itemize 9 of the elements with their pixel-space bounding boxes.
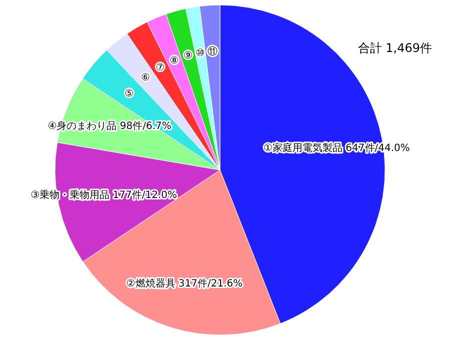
slice-label: ⑥ <box>141 72 150 84</box>
slice-label: ②燃焼器具 317件/21.6% <box>126 277 243 290</box>
slice-label: ⑤ <box>124 88 134 100</box>
slice-label: ⑦ <box>156 62 165 74</box>
slice-label: ⑩ <box>196 48 205 59</box>
slice-label: ⑪ <box>208 45 218 58</box>
slice-label: ⑧ <box>170 55 179 66</box>
text: 合計 1,469件 <box>358 41 432 55</box>
slice-label: ⑨ <box>184 50 193 62</box>
